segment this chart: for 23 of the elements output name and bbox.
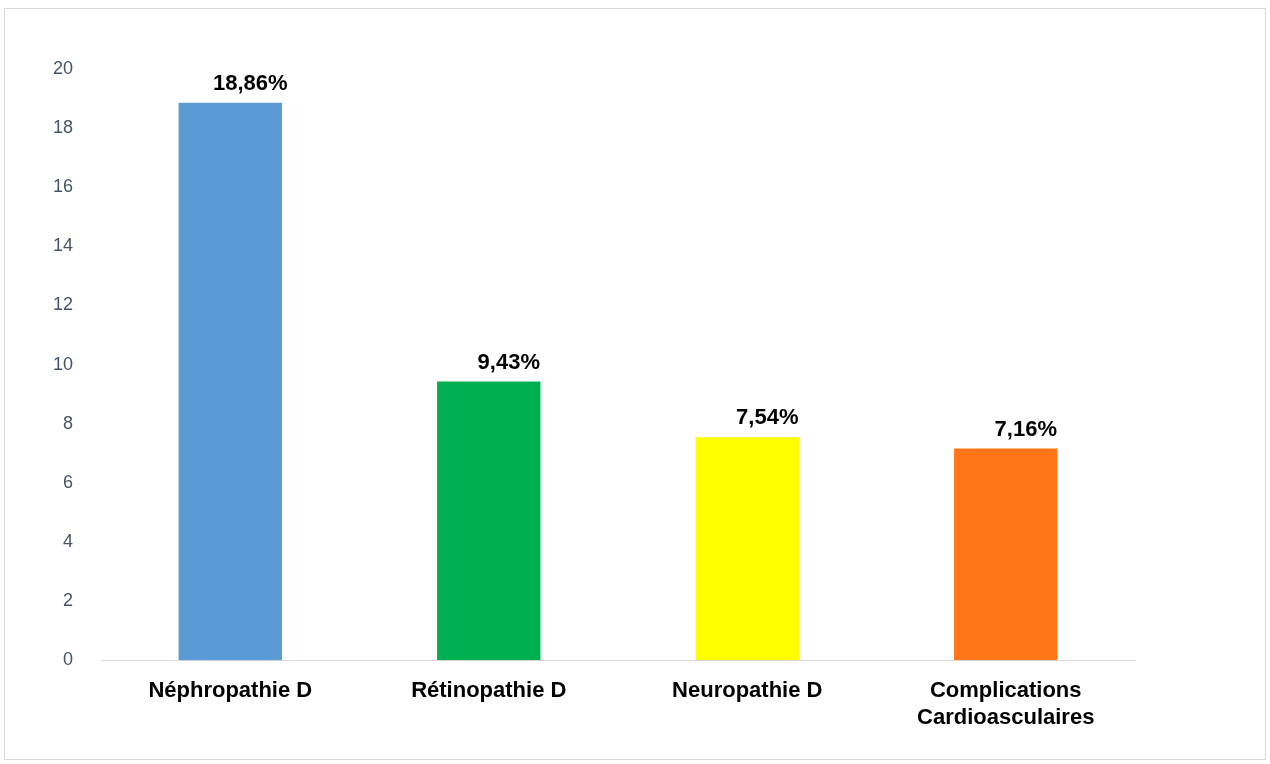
y-tick-label: 16 — [52, 176, 74, 197]
data-label: 7,16% — [994, 415, 1057, 441]
x-tick-label: Neuropathie D — [672, 677, 823, 703]
y-tick-label: 12 — [52, 294, 74, 315]
x-tick-label: Néphropathie D — [148, 677, 313, 703]
y-tick-label: 8 — [63, 412, 74, 433]
bar — [437, 381, 541, 661]
data-label: 9,43% — [477, 348, 540, 374]
y-tick-label: 0 — [63, 649, 74, 670]
y-tick-label: 20 — [52, 57, 74, 78]
y-tick-label: 2 — [63, 590, 74, 611]
data-label: 18,86% — [212, 69, 288, 95]
y-tick-label: 18 — [52, 117, 74, 138]
x-tick-label: Rétinopathie D — [411, 677, 567, 703]
data-label: 7,54% — [736, 404, 799, 430]
bar — [695, 437, 799, 661]
x-tick-label: Complications Cardioasculaires — [917, 677, 1095, 729]
y-tick-label: 10 — [52, 353, 74, 374]
bar — [178, 102, 282, 661]
y-tick-label: 6 — [63, 471, 74, 492]
bar — [954, 448, 1058, 661]
y-tick-label: 4 — [63, 530, 74, 551]
y-tick-label: 14 — [52, 235, 74, 256]
